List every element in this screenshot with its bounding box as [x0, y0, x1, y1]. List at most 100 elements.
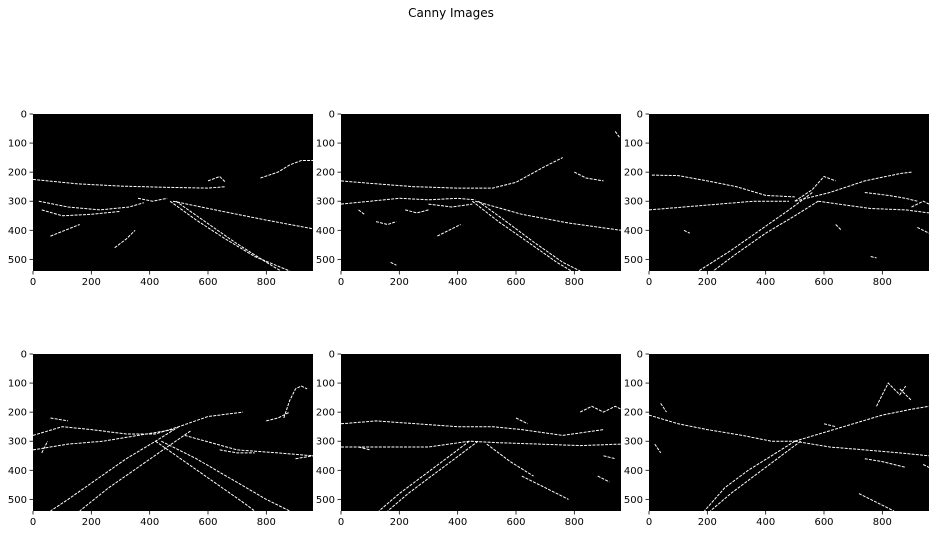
edge-line [32, 429, 174, 451]
x-tick-label: 200 [390, 517, 409, 528]
edge-line [823, 423, 836, 428]
edge-line [521, 475, 569, 500]
edge-line [378, 440, 470, 512]
edge-line [794, 175, 836, 202]
edge-line [922, 464, 930, 468]
x-tick-label: 400 [140, 277, 159, 288]
edge-lines [648, 382, 930, 512]
panel-5: 0 200 400 600 800 0 100 200 300 400 500 [316, 350, 622, 528]
y-tick-label: 100 [624, 379, 643, 390]
y-tick-label: 200 [624, 408, 643, 419]
x-tick-label: 0 [646, 517, 652, 528]
x-tick-label: 800 [257, 517, 276, 528]
y-tick-label: 500 [624, 495, 643, 506]
edge-line [794, 440, 930, 457]
edge-line [818, 200, 930, 214]
y-tick-label: 0 [21, 350, 27, 361]
edge-line [698, 192, 813, 272]
edge-line [603, 455, 616, 460]
y-tick-label: 0 [637, 110, 643, 121]
edge-line [169, 200, 290, 272]
edge-line [486, 443, 534, 477]
edge-lines [340, 405, 622, 512]
x-tick-label: 0 [30, 277, 36, 288]
x-tick-label: 200 [82, 277, 101, 288]
x-tick-label: 0 [338, 517, 344, 528]
edge-line [911, 200, 930, 208]
y-tick-label: 0 [637, 350, 643, 361]
edge-line [175, 200, 282, 272]
edge-line [219, 449, 255, 454]
edge-line [574, 171, 604, 182]
edge-line [712, 200, 819, 272]
edge-line [515, 417, 528, 425]
edge-lines [648, 171, 930, 272]
edge-line [161, 440, 290, 512]
x-tick-label: 600 [814, 517, 833, 528]
panel-2: 0 200 400 600 800 0 100 200 300 400 500 [316, 110, 622, 288]
y-tick-label: 300 [624, 197, 643, 208]
edge-line [340, 157, 563, 189]
y-tick-label: 300 [316, 437, 335, 448]
panel-6: 0 200 400 600 800 0 100 200 300 400 500 [624, 350, 930, 528]
y-tick-label: 500 [8, 255, 27, 266]
edge-line [184, 434, 314, 457]
edge-line [50, 224, 80, 237]
figure-title: Canny Images [408, 6, 494, 20]
y-tick-label: 0 [329, 350, 335, 361]
edge-line [358, 446, 371, 451]
y-tick-label: 400 [624, 226, 643, 237]
edge-line [917, 226, 930, 234]
edge-line [32, 178, 226, 189]
edge-line [651, 174, 795, 198]
y-tick-label: 400 [316, 226, 335, 237]
x-tick-label: 200 [698, 277, 717, 288]
y-tick-label: 500 [316, 495, 335, 506]
y-tick-label: 300 [624, 437, 643, 448]
y-tick-label: 500 [8, 495, 27, 506]
edge-line [32, 411, 244, 436]
x-tick-label: 800 [873, 517, 892, 528]
edge-line [340, 420, 604, 436]
y-tick-label: 100 [8, 139, 27, 150]
y-tick-label: 300 [8, 437, 27, 448]
y-tick-label: 100 [316, 139, 335, 150]
y-tick-label: 200 [8, 168, 27, 179]
edge-line [864, 192, 918, 202]
x-tick-label: 600 [506, 517, 525, 528]
edge-line [155, 440, 255, 512]
x-tick-label: 400 [448, 517, 467, 528]
x-tick-label: 0 [646, 277, 652, 288]
edge-line [876, 382, 907, 407]
edge-line [358, 209, 365, 215]
edge-line [858, 493, 895, 512]
x-tick-label: 600 [506, 277, 525, 288]
x-tick-label: 0 [338, 277, 344, 288]
edge-line [648, 200, 789, 211]
edge-line [660, 403, 667, 413]
y-tick-label: 200 [316, 168, 335, 179]
y-tick-label: 100 [316, 379, 335, 390]
canny-image-5 [341, 354, 621, 511]
canny-image-1 [33, 114, 313, 271]
edge-line [207, 175, 226, 183]
edge-line [648, 414, 795, 442]
edge-line [614, 131, 620, 138]
edge-lines [32, 385, 314, 512]
edge-line [471, 200, 572, 272]
edge-line [341, 440, 622, 448]
edge-line [340, 197, 476, 205]
y-tick-label: 200 [316, 408, 335, 419]
edge-line [375, 221, 397, 226]
x-tick-label: 800 [257, 277, 276, 288]
edge-line [387, 440, 479, 512]
y-tick-label: 500 [624, 255, 643, 266]
canny-image-6 [649, 354, 929, 511]
y-tick-label: 400 [624, 466, 643, 477]
x-tick-label: 800 [565, 277, 584, 288]
edge-line [283, 385, 308, 419]
x-tick-label: 400 [756, 517, 775, 528]
edge-line [79, 430, 191, 512]
